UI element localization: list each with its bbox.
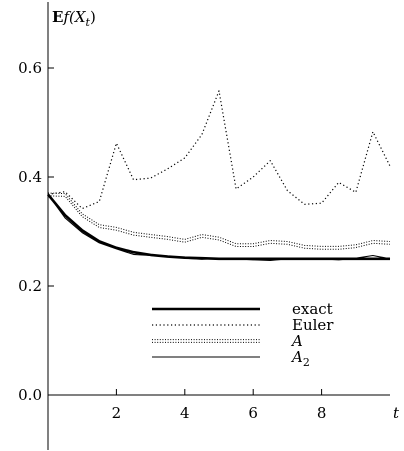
series-line-exact <box>46 193 390 261</box>
series-group <box>46 90 391 261</box>
legend-label: exact <box>292 300 333 318</box>
x-tick-label: 2 <box>112 404 122 422</box>
legend-label: Euler <box>292 316 334 334</box>
series-line-a-2 <box>47 194 391 261</box>
series-line-a <box>47 195 391 250</box>
y-tick-label: 0.4 <box>18 168 42 186</box>
series-line-euler <box>47 90 391 210</box>
legend-label: A2 <box>290 348 310 369</box>
y-axis-label: Ef(Xt) <box>52 8 96 29</box>
series-line-a <box>47 192 391 247</box>
x-tick-label: 4 <box>180 404 190 422</box>
x-axis-label: t <box>393 404 400 422</box>
y-axis-label-main: f(X <box>62 8 86 26</box>
y-axis-label-bold: E <box>52 8 63 26</box>
x-tick-label: 6 <box>248 404 258 422</box>
x-tick-label: 8 <box>317 404 327 422</box>
y-axis-label-close: ) <box>90 8 96 26</box>
ticks-group: 2 4 6 8 0.0 0.2 0.4 0.6 <box>18 59 326 422</box>
y-tick-label: 0.0 <box>18 386 42 404</box>
y-tick-label: 0.2 <box>18 277 42 295</box>
y-axis-label-sub: t <box>86 16 91 29</box>
legend-label: A <box>290 332 303 350</box>
y-tick-label: 0.6 <box>18 59 42 77</box>
